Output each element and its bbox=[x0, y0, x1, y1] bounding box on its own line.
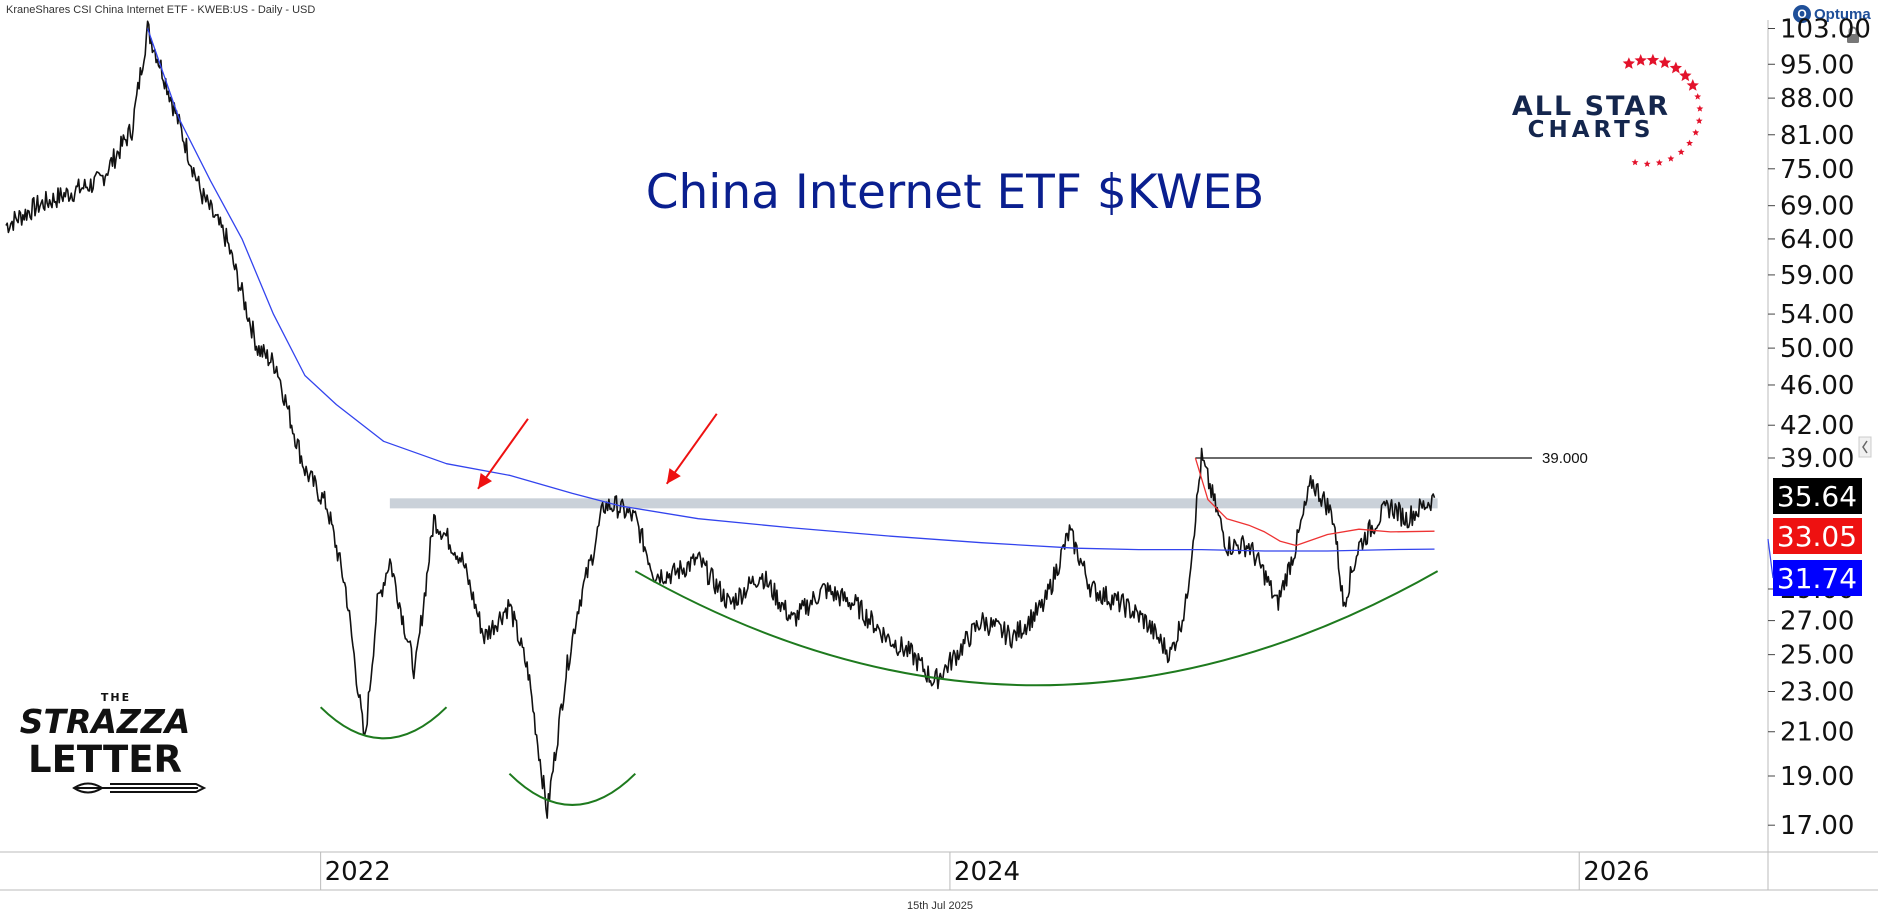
annotations-front-layer bbox=[319, 413, 1439, 806]
resistance-band bbox=[389, 498, 1438, 509]
y-tick-label: 88.00 bbox=[1780, 84, 1854, 114]
logo-star bbox=[1669, 61, 1682, 74]
logo-star bbox=[1677, 148, 1685, 155]
y-tick-label: 81.00 bbox=[1780, 121, 1854, 151]
logo-star bbox=[1643, 160, 1651, 167]
last-value-box bbox=[1773, 478, 1862, 514]
last-value-box bbox=[1773, 518, 1862, 554]
logo-star bbox=[1667, 155, 1675, 162]
logo-star bbox=[1631, 158, 1639, 166]
y-tick-label: 50.00 bbox=[1780, 334, 1854, 364]
logo-star bbox=[1634, 54, 1647, 66]
y-tick-label: 17.00 bbox=[1780, 811, 1854, 841]
y-tick-label: 19.00 bbox=[1780, 762, 1854, 792]
last-value-label: 31.74 bbox=[1777, 562, 1857, 595]
x-axis-ticks: 2022 2024 2026 bbox=[320, 852, 1649, 890]
series-layer bbox=[5, 20, 1436, 819]
logo-star bbox=[1658, 56, 1671, 69]
logo-star bbox=[1694, 93, 1702, 100]
lock-icon[interactable] bbox=[1847, 26, 1859, 43]
y-tick-label: 69.00 bbox=[1780, 192, 1854, 222]
logo-star bbox=[1696, 105, 1704, 112]
logo-star bbox=[1692, 129, 1700, 136]
strazza-logo-line1: STRAZZA bbox=[20, 702, 191, 741]
chevron-left-icon[interactable] bbox=[1862, 440, 1868, 454]
footer-date: 15th Jul 2025 bbox=[907, 900, 973, 912]
y-tick-label: 46.00 bbox=[1780, 371, 1854, 401]
y-tick-label: 39.00 bbox=[1780, 444, 1854, 474]
series-line-ma_long bbox=[146, 28, 1435, 552]
x-tick-label: 2026 bbox=[1583, 857, 1649, 887]
rounded-bottom-arc-3 bbox=[634, 570, 1439, 687]
strazza-logo-line2: LETTER bbox=[28, 738, 182, 781]
optuma-logo: O Optuma bbox=[1793, 5, 1871, 23]
last-value-labels: 35.64 33.05 31.74 bbox=[1767, 478, 1862, 596]
last-value-label: 33.05 bbox=[1777, 520, 1857, 553]
logo-star bbox=[1679, 69, 1692, 82]
rounded-bottom-arc-2 bbox=[508, 772, 636, 806]
star-ring-icon bbox=[1622, 53, 1704, 167]
y-tick-label: 75.00 bbox=[1780, 155, 1854, 185]
svg-text:O: O bbox=[1797, 7, 1806, 21]
panel-collapse-handle[interactable] bbox=[1858, 436, 1872, 458]
instrument-label: KraneShares CSI China Internet ETF - KWE… bbox=[6, 4, 315, 16]
y-tick-label: 21.00 bbox=[1780, 718, 1854, 748]
all-star-logo-line1: ALL STAR bbox=[1512, 91, 1670, 122]
pointer-arrowhead-1 bbox=[477, 473, 493, 489]
y-tick-label: 25.00 bbox=[1780, 641, 1854, 671]
pen-nib-icon bbox=[72, 782, 207, 794]
resistance-line-label: 39.000 bbox=[1542, 450, 1588, 467]
optuma-icon bbox=[1793, 5, 1811, 23]
all-star-logo-line2: CHARTS bbox=[1528, 117, 1655, 143]
rounded-bottom-arc-1 bbox=[319, 706, 448, 740]
last-value-box bbox=[1773, 560, 1862, 596]
logo-star bbox=[1686, 139, 1693, 147]
annotations-back-layer: 39.000 bbox=[389, 450, 1588, 509]
strazza-logo-the: THE bbox=[101, 691, 131, 704]
pointer-arrowhead-2 bbox=[666, 468, 681, 484]
logo-star bbox=[1622, 57, 1635, 69]
optuma-label: Optuma bbox=[1814, 6, 1871, 23]
y-tick-label: 54.00 bbox=[1780, 300, 1854, 330]
logo-star bbox=[1686, 79, 1699, 91]
logo-star bbox=[1646, 53, 1660, 66]
logo-star bbox=[1695, 117, 1703, 124]
chart-title: China Internet ETF $KWEB bbox=[646, 165, 1265, 220]
y-tick-label: 27.00 bbox=[1780, 607, 1854, 637]
y-tick-label: 23.00 bbox=[1780, 678, 1854, 708]
strazza-letter-logo: THE STRAZZA LETTER bbox=[20, 691, 207, 794]
logo-star bbox=[1655, 159, 1663, 166]
y-tick-label: 42.00 bbox=[1780, 411, 1854, 441]
last-value-connector bbox=[1767, 539, 1774, 579]
y-tick-label: 103.00 bbox=[1780, 15, 1871, 45]
y-tick-label: 95.00 bbox=[1780, 50, 1854, 80]
y-tick-label: 59.00 bbox=[1780, 261, 1854, 291]
x-tick-label: 2024 bbox=[954, 857, 1020, 887]
y-tick-label: 64.00 bbox=[1780, 225, 1854, 255]
last-value-label: 35.64 bbox=[1777, 480, 1857, 513]
series-line-ma_short bbox=[1194, 457, 1435, 547]
x-tick-label: 2022 bbox=[325, 857, 391, 887]
all-star-charts-logo: ALL STAR CHARTS bbox=[1512, 53, 1704, 167]
series-line-price bbox=[5, 20, 1436, 819]
